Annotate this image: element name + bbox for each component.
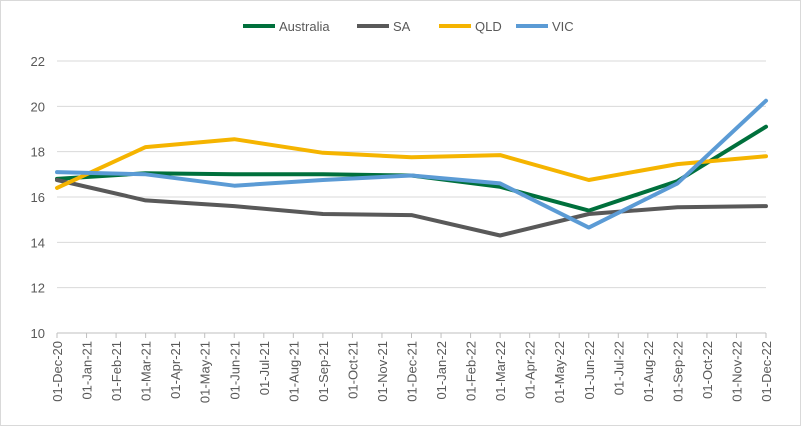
legend-item-vic: VIC	[516, 19, 574, 34]
y-tick-label: 22	[31, 54, 45, 69]
y-tick-label: 16	[31, 190, 45, 205]
x-axis: 01-Dec-20 01-Jan-21 01-Feb-21 01-Mar-21 01-A…	[50, 332, 774, 403]
x-tick-label: 01-Nov-22	[729, 341, 744, 402]
x-tick-label: 01-Jun-21	[227, 341, 242, 400]
x-tick-label: 01-Dec-20	[50, 341, 65, 402]
legend-item-australia: Australia	[243, 19, 330, 34]
series-lines	[55, 98, 768, 238]
legend-label: Australia	[279, 19, 330, 34]
x-tick-label: 01-Apr-22	[523, 341, 538, 399]
series-line-sa	[55, 178, 768, 238]
x-tick-label: 01-Feb-22	[464, 341, 479, 401]
x-tick-label: 01-Oct-21	[345, 341, 360, 399]
x-tick-label: 01-Mar-21	[139, 341, 154, 401]
legend-label: VIC	[552, 19, 574, 34]
x-tick-label: 01-Dec-22	[759, 341, 774, 402]
x-tick-label: 01-May-21	[198, 341, 213, 403]
x-tick-label: 01-Mar-22	[493, 341, 508, 401]
y-axis: 10 12 14 16 18 20 22	[31, 54, 45, 341]
legend-label: QLD	[475, 19, 502, 34]
y-tick-label: 12	[31, 281, 45, 296]
x-tick-label: 01-Dec-21	[405, 341, 420, 402]
x-tick-label: 01-Feb-21	[109, 341, 124, 401]
x-tick-label: 01-Jul-22	[611, 341, 626, 395]
x-tick-label: 01-Nov-21	[375, 341, 390, 402]
legend-item-qld: QLD	[439, 19, 502, 34]
y-tick-label: 20	[31, 99, 45, 114]
series-line-vic	[55, 98, 768, 230]
x-tick-label: 01-Sep-22	[670, 341, 685, 402]
x-tick-label: 01-May-22	[552, 341, 567, 403]
x-tick-label: 01-Jun-22	[582, 341, 597, 400]
x-tick-label: 01-Jan-22	[434, 341, 449, 400]
x-tick-label: 01-Jan-21	[80, 341, 95, 400]
series-line-qld	[55, 137, 768, 190]
x-tick-label: 01-Apr-21	[168, 341, 183, 399]
y-tick-label: 10	[31, 326, 45, 341]
x-tick-label: 01-Aug-22	[641, 341, 656, 402]
y-tick-label: 18	[31, 145, 45, 160]
gridlines	[57, 60, 766, 334]
x-tick-label: 01-Oct-22	[700, 341, 715, 399]
legend-label: SA	[393, 19, 411, 34]
x-tick-label: 01-Sep-21	[316, 341, 331, 402]
y-tick-label: 14	[31, 235, 45, 250]
x-tick-label: 01-Jul-21	[257, 341, 272, 395]
legend-item-sa: SA	[357, 19, 411, 34]
legend: Australia SA QLD VIC	[243, 19, 574, 34]
x-tick-label: 01-Aug-21	[286, 341, 301, 402]
